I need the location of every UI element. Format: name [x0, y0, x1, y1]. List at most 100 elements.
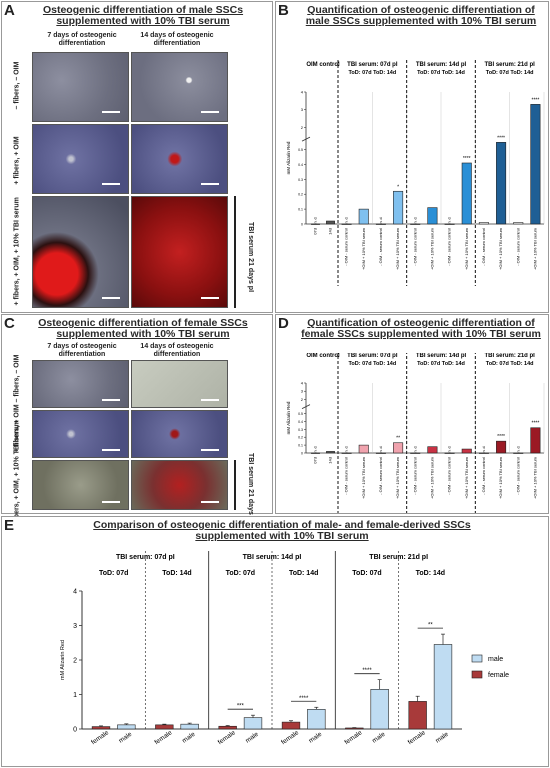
chart-d-xtick-label: - OIM - serum control — [481, 457, 486, 495]
panel-d: D Quantification of osteogenic different… — [275, 314, 549, 514]
chart-d-ytick-low-label: 0.4 — [298, 420, 303, 424]
chart-d-ytick-low-label: 0.3 — [298, 428, 303, 432]
chart-d-bar — [311, 452, 320, 454]
chart-d-bar — [358, 444, 369, 454]
chart-d-xtick-label: +OIM + 10% TBI serum — [464, 456, 469, 499]
chart-b-bar — [427, 207, 438, 225]
chart-d-bar-label: n. d. — [314, 446, 318, 453]
panel-c-side-rule — [234, 460, 236, 510]
chart-d-xtick-label: +OIM + 10% TBI serum — [361, 456, 366, 499]
chart-b-bar — [375, 223, 386, 225]
chart-b: 0 0.1 0.2 0.3 0.4 0.5 2 3 4 mM Alizarin Red OIM co… — [286, 60, 545, 286]
chart-e-group-sub: ToD: 14d — [289, 570, 318, 577]
chart-b-group-sub: ToD: 07d ToD: 14d — [486, 70, 534, 76]
panel-label-e: E — [4, 517, 15, 534]
micrograph-a-3 — [32, 124, 129, 194]
chart-e-ytick-label: 0 — [73, 727, 77, 734]
panel-a: A Osteogenic differentiation of male SSC… — [1, 1, 273, 313]
chart-e-xtick-label: female — [280, 729, 300, 746]
chart-d-ytick-high-label: 2 — [301, 397, 304, 402]
chart-d-xtick-label: - OIM - serum control — [447, 457, 452, 495]
chart-d-bar — [410, 452, 421, 454]
chart-d-bar-label: n. d. — [345, 446, 349, 453]
chart-b-xtick-label: - OIM - serum control — [447, 228, 452, 266]
chart-d-bar-label: n. d. — [448, 446, 452, 453]
chart-e-ytick-label: 1 — [73, 692, 77, 699]
chart-b-ytick-low-label: 0.2 — [298, 193, 303, 197]
chart-b-ytick-high-label: 2 — [301, 125, 304, 130]
chart-b-group-sub: ToD: 07d ToD: 14d — [348, 70, 396, 76]
chart-e-bar-male — [243, 717, 263, 730]
chart-d-ylabel: mM Alizarin Red — [286, 401, 291, 434]
chart-e-sig: ** — [428, 623, 433, 629]
panel-a-row3: + fibers, + OIM, + 10% TBI serum — [13, 197, 21, 306]
chart-d-xtick-label: - OIM - serum control — [412, 457, 417, 495]
chart-b-xtick-label: +OIM + 10% TBI serum — [464, 227, 469, 270]
chart-e-xtick-label: female — [153, 729, 173, 746]
chart-b-sig: **** — [532, 97, 540, 103]
chart-d-group-sub: ToD: 07d ToD: 14d — [486, 361, 534, 367]
chart-b-ytick-low-label: 0.1 — [298, 208, 303, 212]
chart-b-xtick-label: 14d — [328, 228, 333, 235]
chart-d-group-head: TBI serum: 14d pI — [416, 353, 467, 359]
chart-e-xtick-label: male — [118, 731, 134, 745]
chart-b-sig: **** — [463, 156, 471, 162]
chart-b-sig: * — [397, 184, 399, 190]
panel-label-b: B — [278, 2, 289, 19]
panel-c-col2: 14 days of osteogenic differentiation — [140, 343, 214, 358]
chart-d: 0 0.1 0.2 0.3 0.4 0.5 2 3 4 mM Alizarin Red OIM co… — [286, 353, 545, 513]
chart-b-bar — [478, 222, 489, 225]
chart-b-group-head: OIM control — [306, 62, 340, 68]
chart-d-bar — [496, 440, 507, 454]
chart-e-bar-male — [433, 644, 453, 730]
chart-e-xtick-label: male — [181, 731, 197, 745]
panel-a-row1: – fibers, – OIM — [13, 61, 21, 110]
chart-d-group-sub: ToD: 07d ToD: 14d — [348, 361, 396, 367]
chart-b-break-mark — [301, 136, 311, 142]
chart-e: 0 1 2 3 4 mM Alizarin Red TBI serum: 07d pI ToD… — [60, 551, 509, 746]
micrograph-a-4 — [131, 124, 228, 194]
chart-d-bar — [478, 452, 489, 454]
chart-b-sig: **** — [497, 135, 505, 141]
chart-d-break-mark — [301, 404, 311, 409]
chart-b-xtick-label: - OIM - serum control — [344, 228, 349, 266]
panel-c-col1: 7 days of osteogenic differentiation — [47, 343, 117, 358]
chart-e-group-sub: ToD: 14d — [162, 570, 191, 577]
chart-d-bar — [427, 446, 438, 454]
micrograph-c-3 — [32, 410, 129, 458]
chart-e-xtick-label: male — [244, 731, 260, 745]
chart-d-bar-label: n. d. — [482, 446, 486, 453]
chart-e-bar-male — [307, 709, 326, 730]
chart-e-group-sub: ToD: 07d — [352, 570, 381, 577]
micrograph-c-6 — [131, 460, 228, 510]
panel-a-col1: 7 days of osteogenic differentiation — [47, 32, 117, 47]
panel-a-side-rule — [234, 196, 236, 308]
chart-d-bar — [530, 427, 541, 454]
chart-b-ytick-high-label: 3 — [301, 107, 304, 112]
chart-b-group-head: TBI serum: 14d pI — [416, 62, 467, 68]
chart-e-xtick-label: female — [407, 729, 427, 746]
chart-e-bar-male — [180, 723, 199, 730]
chart-d-sig: **** — [497, 434, 505, 440]
chart-b-bar — [326, 220, 335, 225]
chart-b-xtick-label: +OIM + 10% TBI serum — [498, 227, 503, 270]
chart-b-bar — [530, 104, 541, 225]
chart-b-bar — [410, 223, 421, 225]
chart-d-xtick-label: +OIM + 10% TBI serum — [395, 456, 400, 499]
chart-d-bar-label: n. d. — [516, 446, 520, 453]
chart-b-bar-label: n. d. — [448, 217, 452, 224]
chart-d-bar — [375, 452, 386, 454]
chart-e-legend-swatch — [471, 654, 483, 663]
chart-d-sig: ** — [396, 436, 400, 442]
chart-e-legend-label: female — [488, 672, 509, 679]
micrograph-a-1 — [32, 52, 129, 122]
chart-d-ytick-low-label: 0.1 — [298, 444, 303, 448]
chart-e-xtick-label: female — [90, 729, 110, 746]
chart-b-xtick-label: 07d — [313, 228, 318, 235]
chart-d-ytick-low-label: 0 — [301, 452, 303, 456]
chart-d-bar — [341, 452, 352, 454]
panel-c-side-label: TBI serum 21 days pI — [247, 453, 254, 524]
chart-d-ytick-high-label: 3 — [301, 389, 304, 394]
chart-d-bar — [326, 451, 335, 454]
micrograph-c-1 — [32, 360, 129, 408]
